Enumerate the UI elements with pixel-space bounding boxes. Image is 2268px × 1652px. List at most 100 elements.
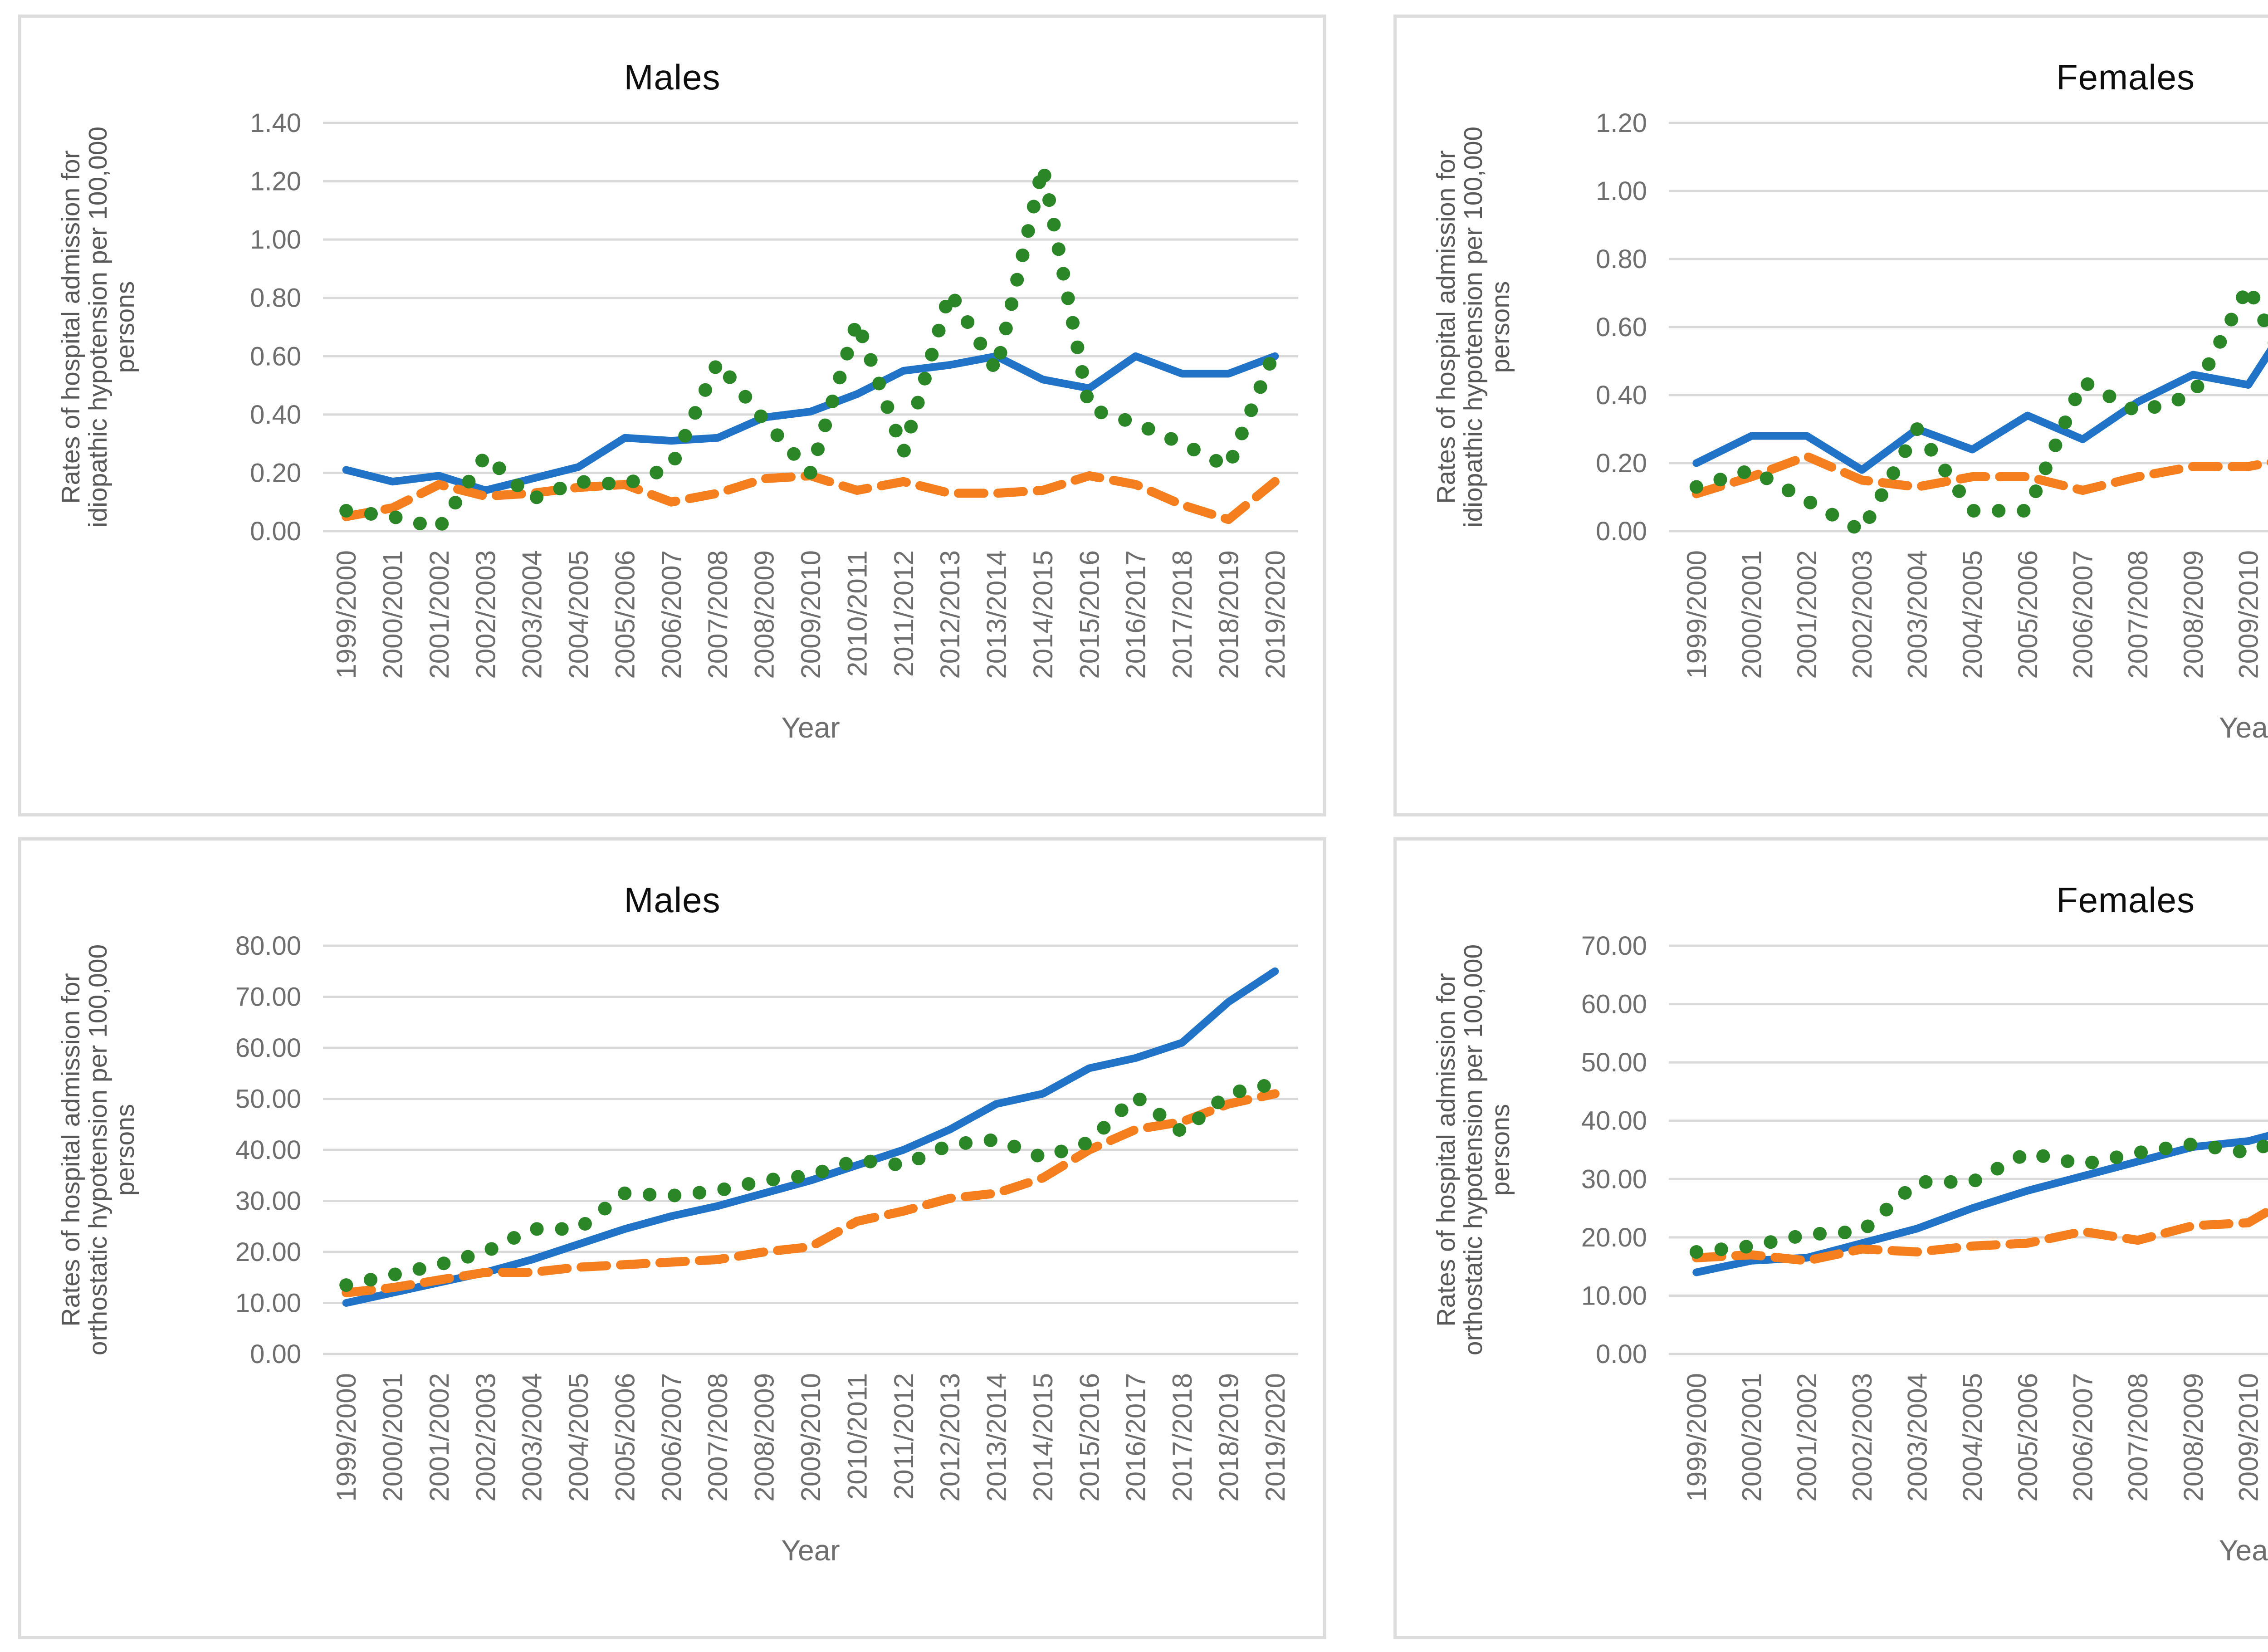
y-tick-label: 1.00 [250,225,301,254]
x-axis-title: Year [2219,711,2268,744]
y-tick-label: 0.00 [1596,1339,1647,1369]
y-tick-label: 60.00 [235,1033,301,1063]
x-tick-label: 2000/2001 [378,550,408,679]
y-axis-title-line: persons [111,1104,140,1196]
x-tick-label: 2015/2016 [1074,550,1105,679]
chart-panel-males-orthostatic: Males 0.00 10.00 20.00 30.00 40.00 50.00 60.00… [18,837,1326,1639]
x-tick-label: 2004/2005 [1957,1373,1988,1502]
y-tick-label: 0.80 [250,283,301,313]
x-tick-label: 2009/2010 [796,1373,826,1502]
series-green-dotted [339,160,1282,535]
x-tick-label: 2008/2009 [2178,1373,2209,1502]
y-tick-label: 70.00 [1581,931,1647,961]
y-tick-label: 0.20 [250,458,301,488]
y-tick-label: 80.00 [235,931,301,961]
x-tick-label: 2017/2018 [1167,550,1198,679]
series-blue-solid [1692,347,2268,474]
x-tick-label: 2011/2012 [889,550,919,677]
x-tick-label: 2009/2010 [796,550,826,679]
series-orange-dashed [1691,452,2268,499]
chart-canvas-females-orthostatic: 0.00 10.00 20.00 30.00 40.00 50.00 60.00 70.00 1… [1432,931,2268,1567]
x-tick-label: 1999/2000 [1681,1373,1712,1502]
x-tick-label: 2000/2001 [378,1373,408,1502]
y-tick-label: 0.60 [1596,313,1647,342]
series-blue-solid [1692,1132,2268,1276]
y-tick-label: 0.00 [250,517,301,546]
y-tick-label: 40.00 [1581,1106,1647,1136]
chart-canvas-females-idiopathic: 0.00 0.20 0.40 0.60 0.80 1.00 1.20 1999/2000 200… [1432,108,2268,744]
x-tick-label: 2006/2007 [656,550,687,679]
chart-panel-males-idiopathic: Males 0.00 0.20 0.40 0.60 0.80 1.00 1.20 1.40 19… [18,15,1326,816]
y-tick-label: 50.00 [235,1085,301,1114]
x-tick-label: 2005/2006 [610,550,640,679]
x-tick-label: 2001/2002 [1792,1373,1822,1502]
x-axis-title: Year [781,711,840,744]
x-tick-label: 2006/2007 [2068,1373,2098,1502]
x-tick-label: 2003/2004 [517,1373,547,1502]
x-axis-title: Year [2219,1534,2268,1567]
x-axis-title: Year [781,1534,840,1567]
y-tick-label: 20.00 [235,1237,301,1267]
x-tick-label: 2012/2013 [935,1373,965,1502]
x-tick-label: 2004/2005 [563,1373,594,1502]
y-axis-title-line: persons [111,281,140,373]
chart-panel-females-orthostatic: Females 0.00 10.00 20.00 30.00 40.00 50.00 60.… [1393,837,2268,1639]
y-tick-label: 70.00 [235,982,301,1012]
x-tick-label: 2009/2010 [2234,1373,2264,1502]
x-tick-label: 2012/2013 [935,550,965,679]
y-tick-label: 0.40 [250,400,301,430]
x-tick-label: 2007/2008 [703,550,733,679]
chart-panel-females-idiopathic: Females 0.00 0.20 0.40 0.60 0.80 1.00 1.20 1999… [1393,15,2268,816]
x-tick-label: 2013/2014 [982,1373,1012,1502]
y-tick-label: 40.00 [235,1135,301,1165]
x-tick-label: 2010/2011 [842,1373,872,1500]
x-tick-label: 2016/2017 [1121,550,1151,679]
x-tick-label: 2007/2008 [2123,1373,2153,1502]
y-tick-label: 30.00 [1581,1164,1647,1194]
x-tick-label: 2008/2009 [749,550,780,679]
y-tick-label: 1.20 [250,167,301,196]
y-axis-title-line: orthostatic hypotension per 100,000 [1459,944,1488,1355]
x-tick-label: 2007/2008 [2123,550,2153,679]
x-tick-label: 2019/2020 [1260,1373,1290,1502]
series-blue-solid [342,352,1279,494]
x-tick-label: 2017/2018 [1167,1373,1198,1502]
y-tick-label: 0.20 [1596,449,1647,478]
chart-canvas-males-idiopathic: 0.00 0.20 0.40 0.60 0.80 1.00 1.20 1.40 1999/200… [56,108,1298,744]
y-axis-title-line: persons [1486,281,1515,373]
y-tick-label: 0.00 [1596,517,1647,546]
x-tick-label: 2008/2009 [2178,550,2209,679]
chart-title: Females [2056,57,2195,97]
y-tick-label: 0.80 [1596,244,1647,274]
y-tick-label: 10.00 [235,1289,301,1318]
y-tick-label: 0.00 [250,1339,301,1369]
x-tick-label: 2000/2001 [1737,550,1767,679]
x-tick-label: 2016/2017 [1121,1373,1151,1502]
y-tick-label: 10.00 [1581,1281,1647,1310]
x-tick-label: 2011/2012 [889,1373,919,1500]
x-tick-label: 2006/2007 [2068,550,2098,679]
x-tick-label: 2005/2006 [2013,550,2043,679]
x-tick-label: 2001/2002 [424,1373,455,1502]
x-tick-label: 2007/2008 [703,1373,733,1502]
x-tick-label: 2002/2003 [470,1373,501,1502]
x-tick-label: 1999/2000 [331,550,362,679]
y-tick-label: 1.00 [1596,176,1647,206]
x-tick-label: 2005/2006 [610,1373,640,1502]
y-tick-label: 0.40 [1596,381,1647,410]
x-tick-label: 1999/2000 [331,1373,362,1502]
y-tick-label: 30.00 [235,1187,301,1216]
y-axis-title-line: Rates of hospital admission for [56,150,85,503]
y-axis-title-line: Rates of hospital admission for [1432,150,1461,503]
chart-title: Males [624,57,721,97]
x-tick-label: 2010/2011 [842,550,872,677]
x-tick-label: 2001/2002 [424,550,455,679]
x-tick-label: 2018/2019 [1213,550,1244,679]
y-axis-title-line: Rates of hospital admission for [1432,973,1461,1326]
y-axis-title-line: Rates of hospital admission for [56,973,85,1326]
x-tick-label: 2003/2004 [517,550,547,679]
y-tick-label: 1.40 [250,108,301,138]
series-blue-solid [342,967,1279,1307]
y-tick-label: 60.00 [1581,990,1647,1019]
